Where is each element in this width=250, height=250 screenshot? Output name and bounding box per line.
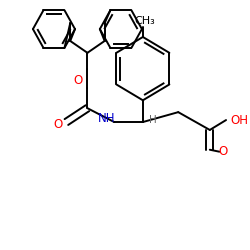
Text: OH: OH xyxy=(230,114,248,126)
Text: O: O xyxy=(218,145,228,158)
Text: O: O xyxy=(73,74,83,87)
Text: O: O xyxy=(53,118,62,132)
Text: NH: NH xyxy=(98,112,115,124)
Text: H: H xyxy=(148,115,156,125)
Text: CH₃: CH₃ xyxy=(134,16,155,26)
